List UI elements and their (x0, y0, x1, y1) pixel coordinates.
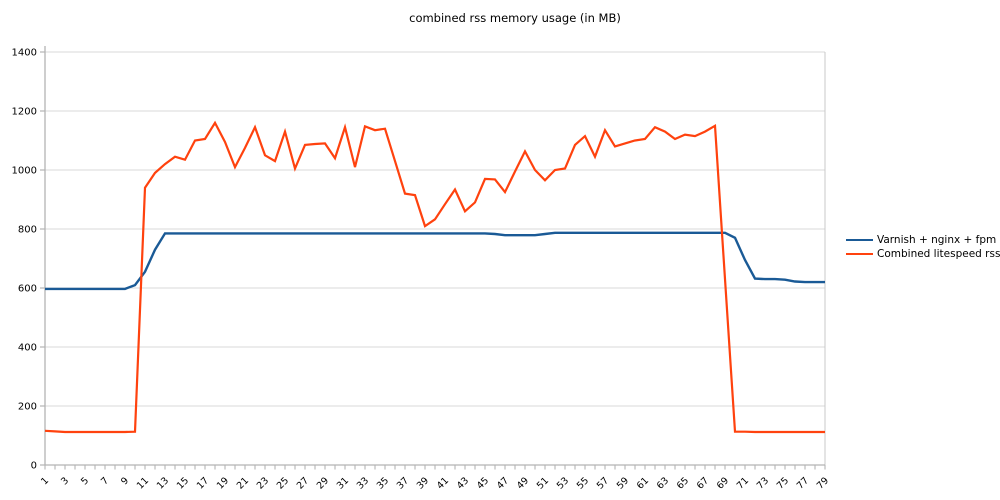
y-tick-label: 1400 (12, 48, 37, 59)
y-tick-label: 1000 (12, 166, 37, 177)
x-tick-label: 55 (575, 475, 591, 491)
x-tick-label: 1 (39, 475, 51, 487)
x-tick-label: 5 (79, 475, 91, 487)
y-tick-label: 1200 (12, 107, 37, 118)
x-tick-label: 27 (295, 475, 311, 491)
x-tick-label: 49 (515, 475, 531, 491)
legend: Varnish + nginx + fpm rss Combined lites… (846, 233, 1000, 260)
x-tick-label: 17 (195, 475, 211, 491)
x-tick-label: 41 (435, 475, 451, 491)
x-tick-label: 45 (475, 475, 491, 491)
x-tick-label: 71 (735, 475, 751, 491)
x-tick-label: 23 (255, 475, 271, 491)
x-tick-label: 7 (99, 475, 111, 487)
chart-title: combined rss memory usage (in MB) (409, 11, 621, 25)
x-tick-label: 69 (715, 475, 731, 491)
x-tick-label: 29 (315, 475, 331, 491)
x-tick-label: 63 (655, 475, 671, 491)
x-tick-label: 75 (775, 475, 791, 491)
y-tick-label: 0 (31, 461, 37, 472)
x-tick-label: 67 (695, 475, 711, 491)
x-tick-label: 31 (335, 475, 351, 491)
x-tick-label: 21 (235, 475, 251, 491)
x-tick-label: 61 (635, 475, 651, 491)
x-tick-label: 53 (555, 475, 571, 491)
x-tick-label: 35 (375, 475, 391, 491)
x-tick-label: 77 (795, 475, 811, 491)
legend-line-swatch-litespeed (846, 252, 873, 255)
series-line-combined-litespeed (44, 120, 825, 434)
x-tick-label: 15 (175, 475, 191, 491)
x-tick-label: 37 (395, 475, 411, 491)
x-tick-label: 47 (495, 475, 511, 491)
x-tick-label: 43 (455, 475, 471, 491)
series-line-varnish-nginx-fpm (45, 231, 825, 291)
legend-line-swatch-varnish (846, 238, 873, 241)
x-tick-label: 65 (675, 475, 691, 491)
legend-label-varnish: Varnish + nginx + fpm rss (877, 233, 1000, 246)
y-tick-label: 400 (18, 343, 37, 354)
y-tick-label: 600 (18, 284, 37, 295)
x-tick-label: 57 (595, 475, 611, 491)
x-tick-label: 79 (815, 475, 831, 491)
x-tick-label: 73 (755, 475, 771, 491)
x-tick-label: 59 (615, 475, 631, 491)
x-tick-label: 13 (155, 475, 171, 491)
x-tick-label: 9 (119, 475, 131, 487)
x-tick-label: 3 (59, 475, 71, 487)
legend-label-litespeed: Combined litespeed rss (877, 247, 1000, 260)
legend-item-varnish: Varnish + nginx + fpm rss (846, 233, 1000, 246)
x-tick-label: 11 (135, 475, 151, 491)
x-tick-label: 33 (355, 475, 371, 491)
x-tick-label: 51 (535, 475, 551, 491)
x-tick-label: 25 (275, 475, 291, 491)
y-tick-label: 800 (18, 225, 37, 236)
x-tick-label: 39 (415, 475, 431, 491)
x-tick-label: 19 (215, 475, 231, 491)
y-tick-label: 200 (18, 402, 37, 413)
legend-item-litespeed: Combined litespeed rss (846, 247, 1000, 260)
